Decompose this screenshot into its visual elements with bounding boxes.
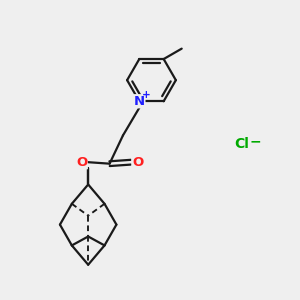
Text: +: + [142, 90, 151, 100]
Text: O: O [132, 156, 143, 169]
Text: N: N [134, 95, 145, 108]
Text: O: O [76, 156, 87, 169]
Text: Cl: Cl [235, 137, 250, 151]
Text: −: − [250, 135, 261, 149]
